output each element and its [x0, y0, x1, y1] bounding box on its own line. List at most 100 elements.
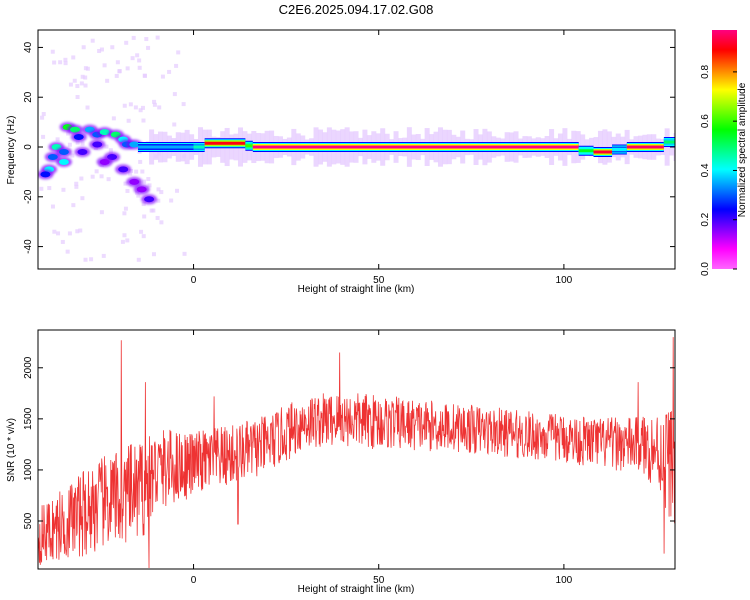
x-tick-label: 0	[191, 275, 197, 286]
speckle-cell	[140, 169, 145, 174]
speckle-cell	[133, 105, 138, 110]
speckle-cell	[169, 198, 174, 203]
speckle-cell	[137, 58, 142, 63]
speckle-cell	[142, 73, 147, 78]
speckle-cell	[74, 181, 79, 186]
speckle-cell	[63, 61, 68, 66]
speckle-cell	[80, 196, 85, 201]
speckle-cell	[55, 137, 60, 142]
y-tick-label: 40	[23, 41, 34, 53]
spectral-blob	[89, 139, 106, 150]
spectral-blob	[141, 194, 158, 205]
spectral-blob	[115, 164, 132, 175]
speckle-cell	[74, 184, 79, 189]
speckle-cell	[155, 215, 160, 220]
speckle-cell	[182, 251, 187, 256]
spectral-blob	[126, 176, 143, 187]
speckle-cell	[129, 169, 134, 174]
snr-frame	[37, 329, 676, 570]
speckle-cell	[110, 45, 115, 50]
speckle-cell	[181, 102, 186, 107]
speckle-cell	[61, 187, 66, 192]
ridge-segment	[578, 145, 594, 156]
ridge-segment	[245, 140, 253, 151]
speckle-cell	[75, 140, 80, 145]
snr-panel: 0 50 100 500 1000 1500 2000 Height of straigh…	[6, 329, 676, 595]
speckle-cell	[70, 153, 75, 158]
spectrogram-x-ticks: 0 50 100	[191, 30, 573, 286]
speckle-cell	[75, 94, 80, 99]
speckle-cell	[125, 238, 130, 243]
speckle-cell	[50, 204, 55, 209]
spectral-blob	[44, 151, 61, 162]
speckle-cell	[156, 198, 161, 203]
speckle-cell	[172, 92, 177, 97]
speckle-cell	[157, 105, 162, 110]
speckle-cell	[106, 177, 111, 182]
speckle-cell	[152, 102, 157, 107]
speckle-cell	[146, 177, 151, 182]
snr-line	[38, 337, 675, 568]
speckle-cell	[146, 45, 151, 50]
snr-x-ticks: 0 50 100	[191, 330, 573, 586]
spectrogram-panel: 0 50 100 -40 -20 0 20 40 Height of straight li…	[6, 29, 676, 295]
speckle-cell	[137, 65, 142, 70]
y-tick-label: 20	[23, 91, 34, 103]
speckle-cell	[128, 102, 133, 107]
speckle-cell	[140, 105, 145, 110]
speckle-cell	[141, 202, 146, 207]
speckle-cell	[47, 186, 52, 191]
speckle-cell	[144, 37, 149, 42]
speckle-cell	[75, 84, 80, 89]
ridge-segment	[137, 142, 194, 153]
colorbar-ticks: 0.0 0.2 0.4 0.6 0.8	[700, 64, 737, 276]
speckle-cell	[41, 112, 46, 117]
x-tick-label: 50	[373, 575, 385, 586]
speckle-cell	[151, 252, 156, 257]
speckle-cell	[52, 60, 57, 65]
speckle-cell	[122, 103, 127, 108]
speckle-cell	[125, 188, 130, 193]
speckle-cell	[99, 174, 104, 179]
speckle-cell	[124, 40, 129, 45]
speckle-cell	[75, 229, 80, 234]
speckle-cell	[85, 66, 90, 71]
speckle-cell	[79, 176, 84, 181]
x-tick-label: 0	[191, 575, 197, 586]
figure-title: C2E6.2025.094.17.02.G08	[279, 2, 434, 17]
speckle-cell	[56, 231, 61, 236]
y-tick-label: -20	[23, 189, 34, 204]
speckle-cell	[108, 148, 113, 153]
spectrogram-y-label: Frequency (Hz)	[6, 116, 17, 185]
speckle-cell	[160, 74, 165, 79]
speckle-cell	[89, 257, 94, 262]
speckle-cell	[122, 211, 127, 216]
speckle-cell	[172, 122, 177, 127]
colorbar-tick-label: 0.2	[700, 212, 711, 226]
speckle-cell	[138, 159, 143, 164]
spectral-blob	[133, 184, 150, 195]
speckle-cell	[105, 78, 110, 83]
y-tick-label: 1500	[23, 407, 34, 430]
y-tick-label: -40	[23, 239, 34, 254]
speckle-cell	[135, 53, 140, 58]
speckle-cell	[40, 115, 45, 120]
speckle-cell	[78, 228, 83, 233]
speckle-cell	[83, 83, 88, 88]
speckle-cell	[71, 203, 76, 208]
ridge-segment	[612, 144, 627, 155]
speckle-cell	[85, 105, 90, 110]
speckle-cell	[156, 187, 161, 192]
speckle-cell	[72, 78, 77, 83]
speckle-cell	[39, 186, 44, 191]
speckle-cell	[114, 73, 119, 78]
speckle-cell	[151, 208, 156, 213]
speckle-cell	[90, 38, 95, 43]
speckle-cell	[68, 82, 73, 87]
spectrogram-y-ticks: -40 -20 0 20 40	[23, 41, 675, 254]
ridge-segment	[593, 146, 613, 157]
speckle-cell	[99, 47, 104, 52]
speckle-cell	[139, 229, 144, 234]
ridge-segment	[252, 142, 579, 153]
